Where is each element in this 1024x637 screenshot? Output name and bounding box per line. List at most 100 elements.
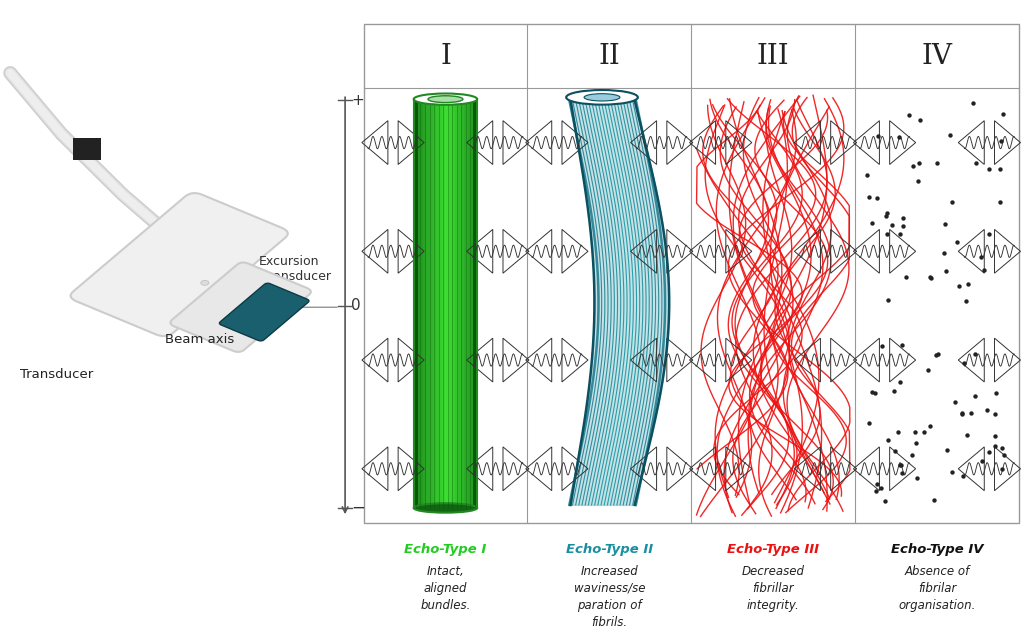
Bar: [423, 99, 426, 508]
Point: [923, 273, 939, 283]
Point: [898, 271, 914, 282]
Point: [863, 387, 880, 397]
Point: [903, 450, 920, 460]
Ellipse shape: [414, 503, 477, 513]
Ellipse shape: [201, 280, 209, 285]
Bar: [458, 99, 461, 508]
Point: [956, 358, 973, 368]
Point: [992, 136, 1009, 146]
FancyBboxPatch shape: [71, 193, 288, 336]
Point: [976, 264, 992, 275]
Point: [974, 455, 990, 466]
Bar: [436, 99, 439, 508]
Point: [923, 272, 939, 282]
Text: I: I: [440, 43, 451, 70]
Text: Echo-Type I: Echo-Type I: [404, 543, 486, 555]
Point: [996, 450, 1013, 461]
Point: [967, 391, 983, 401]
Point: [907, 438, 924, 448]
Point: [923, 421, 939, 431]
FancyBboxPatch shape: [170, 262, 311, 352]
Point: [994, 443, 1011, 453]
Point: [886, 386, 902, 396]
Point: [948, 237, 965, 247]
Point: [967, 349, 983, 359]
Bar: [445, 99, 449, 508]
Point: [869, 478, 886, 489]
Text: Transducer: Transducer: [19, 368, 93, 381]
Point: [937, 219, 953, 229]
Bar: [461, 99, 465, 508]
Point: [864, 218, 881, 228]
Point: [930, 348, 946, 359]
Text: II: II: [598, 43, 621, 70]
Point: [965, 97, 981, 108]
Point: [872, 483, 889, 493]
Ellipse shape: [428, 96, 463, 103]
Point: [879, 211, 895, 221]
Bar: [455, 99, 458, 508]
Bar: [73, 138, 101, 160]
Point: [859, 169, 876, 180]
Bar: [468, 99, 471, 508]
Point: [869, 131, 886, 141]
Point: [986, 431, 1002, 441]
Point: [895, 221, 911, 231]
Point: [894, 468, 910, 478]
Bar: [449, 99, 452, 508]
Bar: [420, 99, 423, 508]
Text: Excursion
of transducer: Excursion of transducer: [247, 255, 331, 283]
Point: [893, 340, 909, 350]
Point: [973, 252, 989, 262]
Point: [981, 229, 997, 240]
Point: [992, 164, 1009, 175]
Point: [892, 460, 908, 470]
Point: [879, 229, 895, 240]
Point: [904, 161, 921, 171]
Bar: [474, 99, 477, 508]
Point: [915, 427, 932, 437]
Point: [953, 408, 970, 419]
Point: [938, 445, 954, 455]
Point: [911, 158, 928, 168]
Point: [958, 431, 975, 441]
Point: [868, 193, 885, 203]
Text: −: −: [351, 499, 366, 517]
Point: [881, 434, 897, 445]
Bar: [426, 99, 430, 508]
Point: [959, 278, 976, 289]
Text: Absence of
fibrilar
organisation.: Absence of fibrilar organisation.: [898, 564, 976, 612]
Bar: [452, 99, 455, 508]
Text: Intact,
aligned
bundles.: Intact, aligned bundles.: [420, 564, 471, 612]
Text: Beam axis: Beam axis: [165, 333, 234, 347]
Point: [938, 266, 954, 276]
Point: [892, 376, 908, 387]
Point: [912, 115, 929, 125]
Text: Echo-Type II: Echo-Type II: [565, 543, 653, 555]
Point: [868, 486, 885, 496]
Bar: [471, 99, 474, 508]
Ellipse shape: [414, 94, 477, 105]
Text: III: III: [757, 43, 790, 70]
Ellipse shape: [566, 90, 638, 104]
Point: [964, 408, 980, 419]
Point: [988, 388, 1005, 398]
Point: [981, 164, 997, 175]
Point: [987, 441, 1004, 452]
Point: [950, 281, 967, 291]
Bar: [439, 99, 442, 508]
Bar: [442, 99, 445, 508]
Point: [926, 494, 942, 505]
Point: [884, 220, 900, 230]
Point: [953, 409, 970, 419]
Point: [993, 464, 1010, 475]
Bar: [465, 99, 468, 508]
Text: Echo-Type IV: Echo-Type IV: [891, 543, 983, 555]
Point: [867, 387, 884, 397]
Point: [879, 208, 895, 218]
Point: [891, 132, 907, 142]
Point: [958, 296, 975, 306]
Bar: [414, 99, 417, 508]
Point: [928, 350, 944, 361]
Bar: [433, 99, 436, 508]
